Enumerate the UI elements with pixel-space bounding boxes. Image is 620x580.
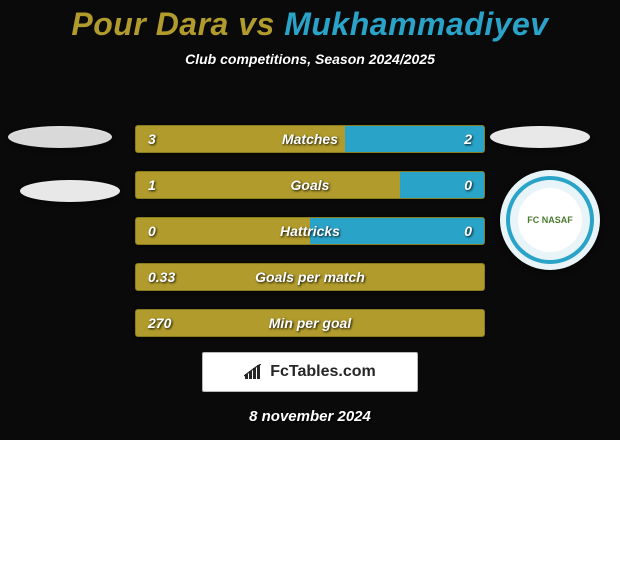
team-logo-right-placeholder-1 (490, 126, 590, 148)
badge-inner: FC NASAF (518, 188, 582, 252)
team-logo-left-placeholder-2 (20, 180, 120, 202)
stat-label: Goals per match (136, 269, 484, 285)
stats-container: 32Matches 10Goals 00Hattricks 0.33Goals per… (135, 125, 485, 355)
stat-row: 270Min per goal (135, 309, 485, 337)
title-right: Mukhammadiyev (284, 6, 548, 42)
stat-row: 10Goals (135, 171, 485, 199)
team-logo-left-placeholder-1 (8, 126, 112, 148)
stat-label: Goals (136, 177, 484, 193)
comparison-card: Pour Dara vs Mukhammadiyev Club competit… (0, 0, 620, 440)
stat-label: Matches (136, 131, 484, 147)
brand-box: FcTables.com (202, 352, 418, 392)
brand-text: FcTables.com (270, 363, 376, 381)
stat-row: 00Hattricks (135, 217, 485, 245)
title-sep: vs (229, 6, 284, 42)
stat-row: 0.33Goals per match (135, 263, 485, 291)
title-left: Pour Dara (71, 6, 228, 42)
stat-label: Min per goal (136, 315, 484, 331)
team-badge-right: FC NASAF (500, 170, 600, 270)
page-title: Pour Dara vs Mukhammadiyev (0, 0, 620, 43)
subtitle: Club competitions, Season 2024/2025 (0, 51, 620, 67)
stat-row: 32Matches (135, 125, 485, 153)
stat-label: Hattricks (136, 223, 484, 239)
brand-chart-icon (244, 364, 264, 380)
date-text: 8 november 2024 (0, 408, 620, 425)
